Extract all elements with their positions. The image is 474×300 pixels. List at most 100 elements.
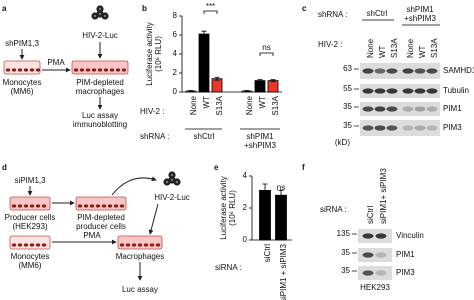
group-label: shPIM1	[246, 132, 274, 141]
result-label: Macrophages	[116, 252, 164, 261]
y-tick-label: 8	[173, 11, 178, 20]
cell	[77, 204, 83, 208]
blot-band	[426, 125, 438, 131]
marker-label: 63	[343, 64, 352, 73]
cell	[11, 204, 17, 208]
dish	[117, 235, 163, 250]
blot-band	[374, 106, 386, 112]
blot-band	[386, 68, 398, 74]
cell	[29, 204, 35, 208]
result-label: PIM-depleted	[76, 78, 124, 87]
marker-label: 35	[341, 248, 350, 257]
cell	[29, 68, 35, 72]
blot-band	[426, 88, 438, 94]
lane-label: S13A	[430, 38, 439, 58]
bar	[267, 80, 279, 93]
x-tick-label: WT	[202, 96, 211, 109]
y-tick-label: 0	[243, 235, 248, 244]
cell	[23, 243, 29, 247]
result-label: macrophages	[76, 87, 124, 96]
dish	[71, 60, 129, 75]
cells-label: Producer cells	[5, 213, 56, 222]
bar	[275, 194, 287, 241]
marker-label: 135	[337, 229, 351, 238]
error-bar	[214, 76, 220, 81]
blot-band	[375, 252, 387, 258]
y-tick-label: 0	[173, 87, 178, 96]
virus-core	[98, 7, 102, 11]
marker-label: 35	[343, 121, 352, 130]
error-bar	[244, 90, 250, 92]
row-label: siRNA :	[320, 205, 347, 214]
blot-band	[414, 68, 426, 74]
cell	[113, 204, 119, 208]
significance-label: ns	[277, 183, 285, 192]
blot-band	[402, 88, 414, 94]
blot-band	[374, 88, 386, 94]
cell	[35, 204, 41, 208]
protein-label: SAMHD1	[443, 66, 474, 75]
dish	[3, 60, 41, 75]
y-tick-label: 4	[173, 49, 178, 58]
protein-label: PIM1	[396, 250, 415, 259]
x-tick-label: siCtrl	[263, 244, 272, 262]
blot-strip	[360, 120, 440, 136]
y-axis-label: (10⁶ RLU)	[154, 36, 163, 72]
cell	[23, 204, 29, 208]
panel-letter: f	[302, 163, 305, 172]
arrow	[148, 203, 159, 235]
cell	[149, 243, 155, 247]
blot-band	[362, 233, 374, 239]
result-label: producer cells	[76, 222, 126, 231]
blot-band	[414, 106, 426, 112]
virus-label: HIV-2-Luc	[154, 193, 190, 202]
cell	[95, 204, 101, 208]
error-bar	[201, 30, 207, 38]
blot-band	[375, 270, 387, 276]
y-tick-label: 6	[173, 30, 178, 39]
x-tick-label: None	[245, 95, 254, 115]
cell	[11, 68, 17, 72]
blot-strip	[360, 84, 440, 98]
cell	[83, 204, 89, 208]
cell	[11, 243, 17, 247]
lane-label: WT	[378, 45, 387, 58]
group-label: shPIM1	[406, 5, 434, 14]
readout-label: Luc assay	[82, 111, 118, 120]
cell	[101, 204, 107, 208]
group-label: +shPIM3	[404, 14, 436, 23]
marker-label: 35	[343, 102, 352, 111]
cell	[119, 243, 125, 247]
cell-line-label: HEK293	[360, 283, 390, 292]
blot-band	[362, 68, 374, 74]
knockdown-label: siPIM1,3	[14, 176, 46, 185]
virus-core	[175, 180, 179, 184]
cell	[41, 204, 47, 208]
y-axis-label: Luciferase activity	[145, 22, 154, 86]
cell	[23, 68, 29, 72]
blot-band	[402, 106, 414, 112]
bar	[211, 78, 223, 93]
cell	[91, 68, 97, 72]
significance-label: ns	[262, 43, 270, 52]
cells-label: Monocytes	[3, 78, 42, 87]
marker-label: 55	[343, 84, 352, 93]
protein-label: PIM3	[443, 123, 462, 132]
x-tick-label: S13A	[215, 95, 224, 115]
blot-band	[362, 252, 374, 258]
cell	[73, 68, 79, 72]
dish	[9, 196, 51, 211]
blot-band	[402, 125, 414, 131]
virus-core	[165, 180, 169, 184]
cell	[121, 68, 127, 72]
group-label: +shPIM3	[244, 141, 276, 150]
virus-core	[170, 178, 174, 182]
x-tick-label: WT	[258, 96, 267, 109]
x-tick-label: siPIM1 + siPIM3	[279, 243, 288, 300]
bar	[198, 33, 210, 93]
virus-core	[93, 14, 97, 18]
treatment-label: PMA	[47, 58, 65, 67]
blot-strip	[358, 229, 392, 243]
lane-label: S13A	[390, 38, 399, 58]
row-label: HIV-2 :	[318, 40, 342, 49]
